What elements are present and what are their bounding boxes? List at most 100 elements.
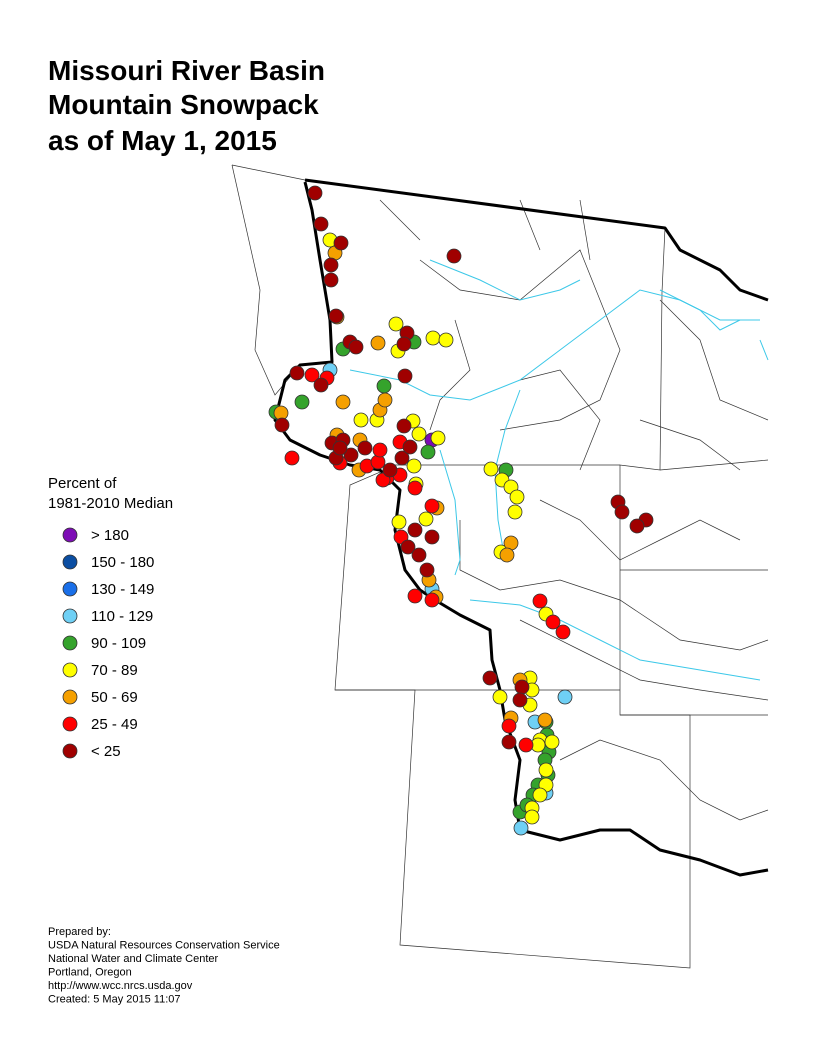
site-marker bbox=[348, 339, 364, 355]
site-marker bbox=[545, 614, 561, 630]
site-marker bbox=[335, 394, 351, 410]
site-marker bbox=[418, 511, 434, 527]
legend-label: < 25 bbox=[91, 743, 121, 760]
site-marker bbox=[284, 450, 300, 466]
legend-label: 90 - 109 bbox=[91, 635, 146, 652]
site-marker bbox=[424, 498, 440, 514]
legend-swatch bbox=[62, 554, 78, 570]
footer: Prepared by: USDA Natural Resources Conse… bbox=[48, 926, 280, 1006]
footer-line: http://www.wcc.nrcs.usda.gov bbox=[48, 980, 193, 992]
site-marker bbox=[294, 394, 310, 410]
site-marker bbox=[313, 377, 329, 393]
site-marker bbox=[514, 679, 530, 695]
site-marker bbox=[614, 504, 630, 520]
site-marker bbox=[501, 718, 517, 734]
site-marker bbox=[353, 412, 369, 428]
site-marker bbox=[513, 820, 529, 836]
site-marker bbox=[289, 365, 305, 381]
title: Missouri River Basin Mountain Snowpack a… bbox=[48, 55, 325, 156]
site-marker bbox=[438, 332, 454, 348]
site-marker bbox=[557, 689, 573, 705]
site-marker bbox=[402, 439, 418, 455]
site-marker bbox=[544, 734, 560, 750]
site-marker bbox=[430, 430, 446, 446]
basin-boundary bbox=[273, 178, 769, 877]
site-marker bbox=[391, 514, 407, 530]
rivers bbox=[349, 259, 769, 681]
site-marker bbox=[400, 539, 416, 555]
site-marker bbox=[419, 562, 435, 578]
legend-label: 70 - 89 bbox=[91, 662, 138, 679]
site-marker bbox=[483, 461, 499, 477]
site-marker bbox=[407, 480, 423, 496]
site-marker bbox=[396, 336, 412, 352]
site-marker bbox=[394, 450, 410, 466]
legend-title: 1981-2010 Median bbox=[48, 495, 173, 512]
title-line: Mountain Snowpack bbox=[48, 89, 319, 120]
footer-line: Prepared by: bbox=[48, 926, 111, 938]
site-marker bbox=[555, 624, 571, 640]
site-marker bbox=[537, 712, 553, 728]
site-marker bbox=[482, 670, 498, 686]
legend-swatch bbox=[62, 608, 78, 624]
site-marker bbox=[357, 440, 373, 456]
footer-line: Created: 5 May 2015 11:07 bbox=[48, 994, 181, 1006]
site-marker bbox=[407, 588, 423, 604]
legend-label: 110 - 129 bbox=[91, 608, 153, 625]
site-marker bbox=[370, 335, 386, 351]
legend-label: > 180 bbox=[91, 527, 129, 544]
title-line: as of May 1, 2015 bbox=[48, 125, 277, 156]
site-marker bbox=[407, 522, 423, 538]
site-marker bbox=[501, 734, 517, 750]
site-marker bbox=[411, 426, 427, 442]
site-marker bbox=[274, 417, 290, 433]
site-marker bbox=[411, 547, 427, 563]
sites bbox=[268, 185, 654, 836]
site-marker bbox=[509, 489, 525, 505]
site-marker bbox=[332, 440, 348, 456]
site-marker bbox=[446, 248, 462, 264]
site-marker bbox=[512, 692, 528, 708]
site-marker bbox=[532, 593, 548, 609]
title-line: Missouri River Basin bbox=[48, 55, 325, 86]
legend-swatch bbox=[62, 716, 78, 732]
legend-swatch bbox=[62, 662, 78, 678]
site-marker bbox=[382, 462, 398, 478]
site-marker bbox=[507, 504, 523, 520]
site-marker bbox=[518, 737, 534, 753]
site-marker bbox=[304, 367, 320, 383]
site-marker bbox=[629, 518, 645, 534]
site-marker bbox=[499, 547, 515, 563]
footer-line: National Water and Climate Center bbox=[48, 953, 219, 965]
legend-swatch bbox=[62, 743, 78, 759]
site-marker bbox=[406, 458, 422, 474]
site-marker bbox=[333, 235, 349, 251]
footer-line: Portland, Oregon bbox=[48, 967, 132, 979]
site-marker bbox=[420, 444, 436, 460]
legend-label: 150 - 180 bbox=[91, 554, 154, 571]
site-marker bbox=[343, 447, 359, 463]
legend-swatch bbox=[62, 581, 78, 597]
site-marker bbox=[396, 418, 412, 434]
site-marker bbox=[424, 592, 440, 608]
legend-swatch bbox=[62, 689, 78, 705]
site-marker bbox=[492, 689, 508, 705]
site-marker bbox=[397, 368, 413, 384]
site-marker bbox=[376, 378, 392, 394]
footer-line: USDA Natural Resources Conservation Serv… bbox=[48, 940, 280, 952]
site-marker bbox=[328, 308, 344, 324]
legend-swatch bbox=[62, 527, 78, 543]
site-marker bbox=[532, 787, 548, 803]
legend-label: 25 - 49 bbox=[91, 716, 138, 733]
legend-swatch bbox=[62, 635, 78, 651]
legend-title: Percent of bbox=[48, 475, 117, 492]
site-marker bbox=[524, 809, 540, 825]
site-marker bbox=[323, 257, 339, 273]
site-marker bbox=[307, 185, 323, 201]
legend: Percent of 1981-2010 Median > 180 150 - 1… bbox=[48, 475, 173, 760]
site-marker bbox=[377, 392, 393, 408]
site-marker bbox=[323, 272, 339, 288]
site-marker bbox=[538, 762, 554, 778]
site-marker bbox=[425, 330, 441, 346]
